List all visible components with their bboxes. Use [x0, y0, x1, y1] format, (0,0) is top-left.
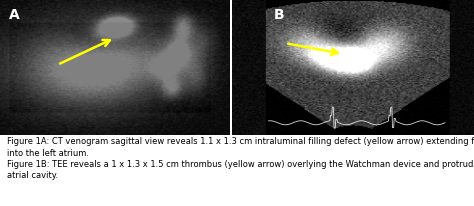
Text: Figure 1A: CT venogram sagittal view reveals 1.1 x 1.3 cm intraluminal filling d: Figure 1A: CT venogram sagittal view rev…	[7, 137, 474, 180]
Text: A: A	[9, 8, 20, 22]
Text: B: B	[273, 8, 284, 22]
